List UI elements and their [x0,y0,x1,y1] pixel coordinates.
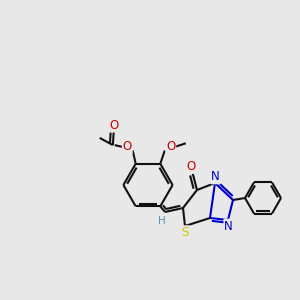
Text: O: O [110,119,119,132]
Text: H: H [158,216,165,226]
Text: O: O [123,140,132,153]
Text: O: O [186,160,195,173]
Text: S: S [182,226,189,239]
Text: N: N [224,220,233,232]
Text: N: N [211,170,220,184]
Text: O: O [166,140,176,153]
